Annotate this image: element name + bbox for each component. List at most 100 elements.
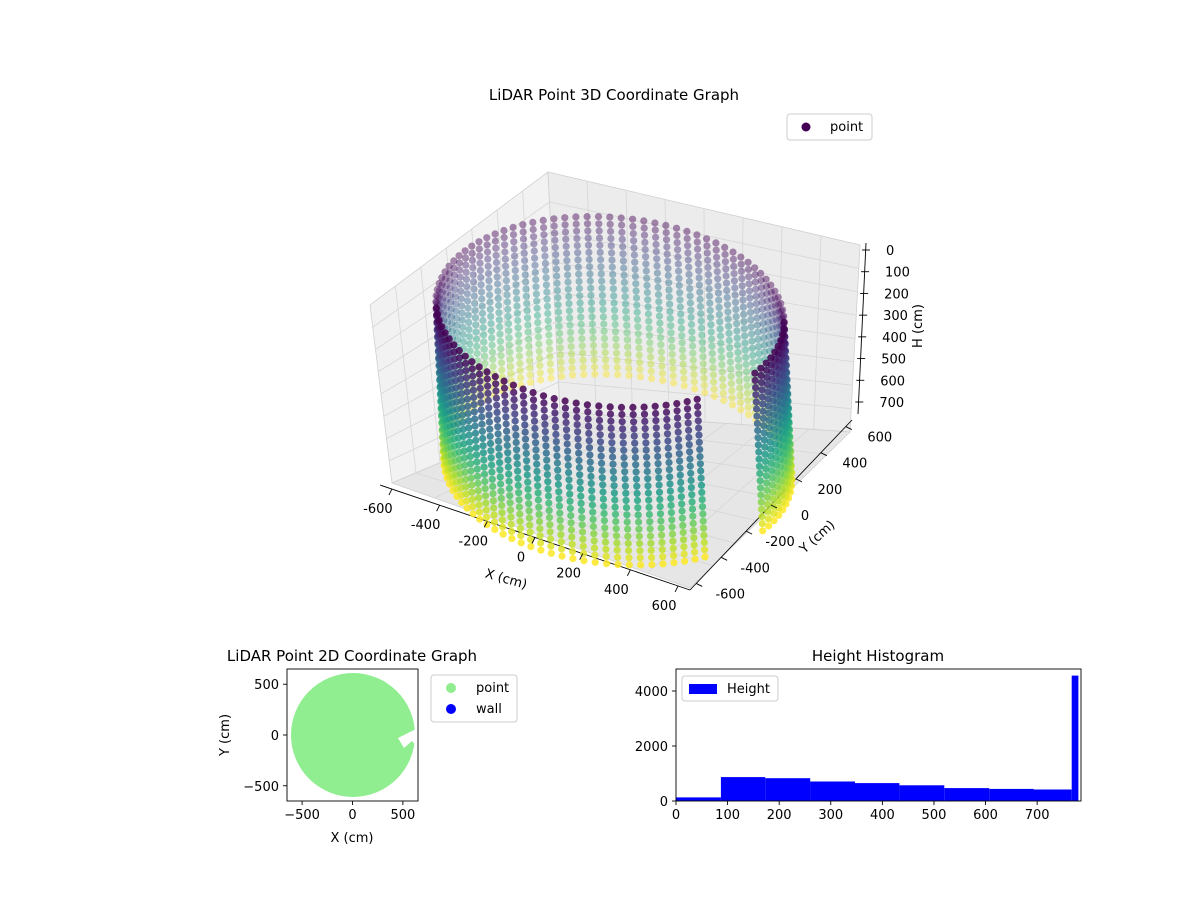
scatter-point bbox=[588, 494, 596, 502]
scatter-point bbox=[483, 241, 491, 249]
scatter-point bbox=[738, 275, 746, 283]
scatter-point bbox=[469, 264, 477, 272]
scatter-point bbox=[516, 517, 524, 525]
scatter-point bbox=[584, 408, 592, 416]
y-tick-label-hist: 0 bbox=[660, 795, 668, 810]
scatter-point bbox=[715, 296, 723, 304]
scatter-point bbox=[683, 227, 691, 235]
scatter-point bbox=[647, 546, 655, 554]
scatter-point bbox=[663, 415, 671, 424]
histogram-bar bbox=[676, 797, 721, 801]
scatter-point bbox=[663, 250, 671, 258]
scatter-point bbox=[524, 321, 532, 329]
scatter-point bbox=[530, 403, 538, 411]
z-tick-label: 300 bbox=[883, 309, 908, 324]
x-tick-label: 600 bbox=[652, 599, 677, 614]
scatter-point bbox=[712, 246, 720, 254]
scatter-point bbox=[741, 339, 749, 347]
scatter-point bbox=[557, 351, 565, 359]
histogram-bar bbox=[944, 788, 990, 801]
scatter-point bbox=[438, 274, 446, 282]
scatter-point bbox=[480, 345, 488, 353]
scatter-point bbox=[758, 520, 766, 528]
scatter-point bbox=[533, 460, 541, 468]
scatter-point bbox=[665, 286, 673, 294]
legend-3d: point bbox=[786, 113, 873, 141]
scatter-point bbox=[552, 423, 560, 431]
scatter-point bbox=[598, 474, 606, 482]
scatter-point bbox=[703, 249, 711, 257]
scatter-point bbox=[525, 357, 534, 365]
scatter-point bbox=[475, 245, 483, 253]
scatter-point bbox=[743, 382, 751, 390]
scatter-point bbox=[535, 503, 543, 511]
scatter-point bbox=[469, 510, 477, 518]
scatter-point bbox=[621, 300, 630, 308]
scatter-point bbox=[640, 410, 649, 418]
scatter-point bbox=[752, 384, 760, 392]
scatter-point bbox=[652, 409, 660, 418]
x-tick-label-hist: 500 bbox=[922, 808, 947, 823]
scatter-point bbox=[589, 341, 598, 350]
scatter-point bbox=[537, 376, 545, 384]
scatter-point bbox=[568, 540, 576, 548]
scatter-point bbox=[774, 293, 782, 301]
scatter-point bbox=[583, 401, 592, 409]
scatter-point bbox=[525, 500, 533, 508]
scatter-point bbox=[719, 389, 727, 397]
scatter-point bbox=[598, 466, 606, 475]
scatter-point bbox=[502, 420, 510, 428]
scatter-point bbox=[774, 300, 783, 309]
scatter-point bbox=[675, 443, 683, 451]
scatter-point bbox=[680, 550, 688, 558]
scatter-point bbox=[612, 335, 620, 343]
scatter-point bbox=[633, 301, 641, 309]
scatter-point bbox=[458, 302, 466, 310]
scatter-point bbox=[631, 272, 640, 281]
scatter-point bbox=[470, 285, 478, 293]
scatter-point bbox=[747, 323, 755, 331]
scatter-point bbox=[476, 259, 484, 267]
scatter-point bbox=[646, 518, 654, 526]
scatter-point bbox=[758, 379, 766, 387]
scatter-point bbox=[767, 295, 776, 304]
scatter-point bbox=[721, 250, 729, 259]
scatter-point bbox=[687, 313, 695, 321]
scatter-point bbox=[465, 424, 473, 432]
scatter-point bbox=[657, 341, 665, 349]
scatter-point bbox=[726, 351, 734, 359]
scatter-point bbox=[633, 315, 642, 324]
scatter-point bbox=[712, 239, 720, 247]
scatter-point bbox=[602, 363, 610, 371]
scatter-point bbox=[764, 388, 772, 396]
scatter-point bbox=[744, 265, 753, 274]
scatter-point bbox=[739, 296, 747, 304]
scatter-point bbox=[576, 471, 584, 479]
scatter-point bbox=[542, 274, 550, 282]
scatter-point bbox=[662, 401, 670, 409]
scatter-point bbox=[576, 292, 584, 300]
legend-height-swatch bbox=[689, 684, 717, 694]
scatter-point bbox=[503, 441, 511, 450]
scatter-point bbox=[763, 304, 772, 312]
scatter-point bbox=[755, 462, 764, 470]
scatter-point bbox=[488, 334, 496, 342]
scatter-point bbox=[718, 361, 726, 369]
scatter-point bbox=[729, 248, 737, 256]
scatter-point bbox=[526, 535, 535, 544]
scatter-point bbox=[472, 444, 480, 452]
scatter-point bbox=[478, 309, 487, 317]
scatter-point bbox=[545, 513, 554, 522]
scatter-point bbox=[655, 474, 663, 482]
scatter-point bbox=[734, 341, 742, 349]
scatter-point bbox=[662, 221, 670, 229]
scatter-point bbox=[520, 242, 528, 250]
scatter-point bbox=[468, 495, 476, 504]
scatter-point bbox=[696, 295, 704, 303]
scatter-point bbox=[441, 268, 449, 276]
scatter-point bbox=[521, 428, 529, 436]
scatter-point bbox=[647, 539, 655, 547]
scatter-point bbox=[530, 247, 538, 255]
y-tick-label-2d: 0 bbox=[271, 729, 279, 744]
scatter-point bbox=[575, 449, 583, 457]
